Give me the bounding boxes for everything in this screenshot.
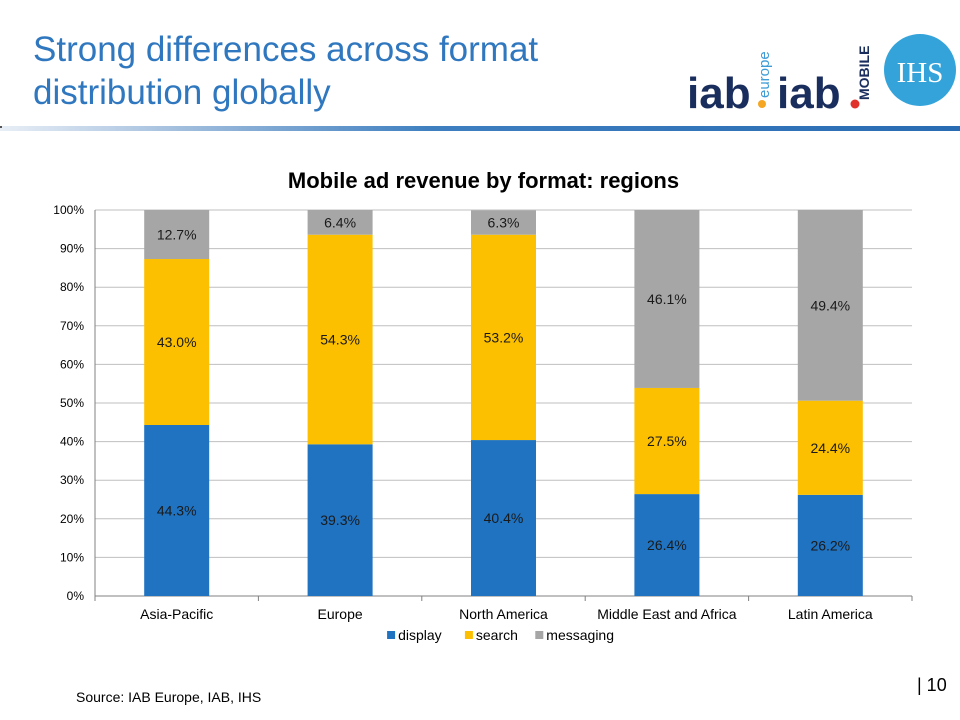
edge-mark [0, 126, 2, 128]
legend-label: display [398, 627, 442, 643]
iab-europe-dot-icon [758, 100, 766, 108]
bar-segment-display [797, 494, 863, 596]
bar-segment-display [634, 494, 700, 596]
data-label: 53.2% [484, 329, 524, 345]
bar-segment-search [144, 259, 210, 426]
title-divider [0, 126, 960, 131]
iab-europe-logo-sub: europe [756, 51, 773, 98]
x-category-label: Europe [318, 606, 363, 622]
bar-segment-display [471, 440, 536, 596]
page-number: | 10 [917, 675, 947, 695]
data-label: 43.0% [157, 334, 197, 350]
y-tick-label: 80% [60, 280, 84, 294]
bar-segment-messaging [634, 210, 700, 388]
y-tick-label: 30% [60, 473, 84, 487]
bar-segment-display [144, 425, 210, 596]
bar-segment-search [634, 387, 700, 495]
logos: iab europe iab MOBILE IHS [687, 34, 956, 118]
iab-mobile-dot-icon [850, 99, 860, 109]
data-label: 6.4% [324, 214, 356, 230]
iab-mobile-logo: iab MOBILE [777, 46, 872, 118]
source-note: Source: IAB Europe, IAB, IHS [76, 689, 262, 705]
x-category-label: Middle East and Africa [597, 606, 737, 622]
iab-europe-logo-main: iab [687, 69, 751, 118]
bar-segment-search [471, 234, 536, 441]
x-category-label: North America [459, 606, 548, 622]
y-tick-label: 50% [60, 396, 84, 410]
iab-mobile-logo-main: iab [777, 69, 841, 118]
data-label: 12.7% [157, 227, 197, 243]
data-label: 27.5% [647, 433, 687, 449]
ihs-logo-circle [884, 34, 956, 106]
x-category-label: Latin America [788, 606, 873, 622]
y-tick-label: 60% [60, 357, 84, 371]
data-label: 26.2% [810, 537, 850, 553]
ihs-logo-text: IHS [897, 57, 944, 89]
data-label: 44.3% [157, 503, 197, 519]
bar-segment-messaging [797, 210, 863, 401]
y-tick-label: 0% [67, 589, 85, 603]
y-tick-label: 100% [53, 203, 84, 217]
y-tick-label: 10% [60, 550, 84, 564]
slide-title: Strong differences across format distrib… [33, 30, 539, 112]
y-tick-label: 70% [60, 319, 84, 333]
data-label: 49.4% [810, 297, 850, 313]
bar-segment-display [307, 444, 373, 596]
ihs-logo: IHS [884, 34, 956, 106]
legend-label: search [476, 627, 518, 643]
iab-europe-logo: iab europe [687, 51, 773, 118]
legend-swatch-display [387, 631, 396, 639]
bar-segment-search [307, 234, 373, 445]
data-label: 26.4% [647, 537, 687, 553]
data-label: 39.3% [320, 512, 360, 528]
bar-segment-messaging [307, 210, 373, 235]
data-label: 6.3% [488, 215, 520, 231]
bar-segment-messaging [471, 210, 536, 235]
x-category-label: Asia-Pacific [140, 606, 213, 622]
bar-segment-messaging [144, 210, 210, 260]
data-label: 54.3% [320, 332, 360, 348]
legend-swatch-search [464, 631, 473, 639]
data-label: 40.4% [484, 510, 524, 526]
legend-swatch-messaging [535, 631, 544, 639]
chart-title: Mobile ad revenue by format: regions [288, 168, 679, 193]
data-label: 24.4% [810, 440, 850, 456]
y-tick-label: 20% [60, 512, 84, 526]
iab-mobile-logo-sub: MOBILE [856, 46, 872, 100]
bar-segment-search [797, 400, 863, 495]
y-tick-label: 40% [60, 435, 84, 449]
y-tick-label: 90% [60, 242, 84, 256]
stacked-bar-chart: Mobile ad revenue by format: regions 0% 10… [53, 168, 913, 643]
legend-label: messaging [546, 627, 614, 643]
data-label: 46.1% [647, 291, 687, 307]
